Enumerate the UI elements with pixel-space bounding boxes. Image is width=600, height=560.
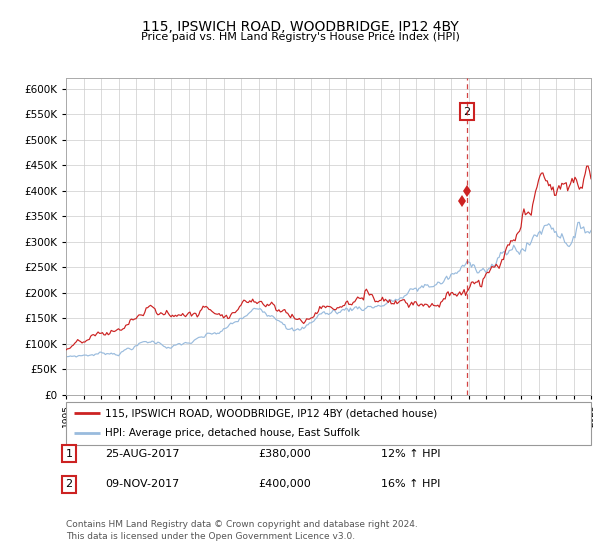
Text: 2: 2	[65, 479, 73, 489]
Text: 25-AUG-2017: 25-AUG-2017	[105, 449, 179, 459]
Text: This data is licensed under the Open Government Licence v3.0.: This data is licensed under the Open Gov…	[66, 532, 355, 541]
FancyBboxPatch shape	[66, 402, 591, 445]
Text: 09-NOV-2017: 09-NOV-2017	[105, 479, 179, 489]
Text: Price paid vs. HM Land Registry's House Price Index (HPI): Price paid vs. HM Land Registry's House …	[140, 32, 460, 43]
Text: £400,000: £400,000	[258, 479, 311, 489]
Text: 115, IPSWICH ROAD, WOODBRIDGE, IP12 4BY: 115, IPSWICH ROAD, WOODBRIDGE, IP12 4BY	[142, 20, 458, 34]
Text: 2: 2	[464, 106, 470, 116]
Text: £380,000: £380,000	[258, 449, 311, 459]
Text: 1: 1	[65, 449, 73, 459]
Text: 115, IPSWICH ROAD, WOODBRIDGE, IP12 4BY (detached house): 115, IPSWICH ROAD, WOODBRIDGE, IP12 4BY …	[106, 408, 437, 418]
Text: Contains HM Land Registry data © Crown copyright and database right 2024.: Contains HM Land Registry data © Crown c…	[66, 520, 418, 529]
Text: 12% ↑ HPI: 12% ↑ HPI	[381, 449, 440, 459]
Text: 16% ↑ HPI: 16% ↑ HPI	[381, 479, 440, 489]
Text: HPI: Average price, detached house, East Suffolk: HPI: Average price, detached house, East…	[106, 428, 360, 438]
